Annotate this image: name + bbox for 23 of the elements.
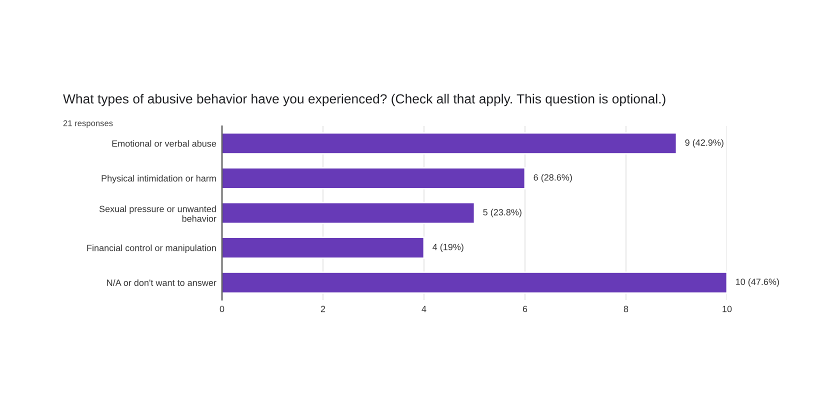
- y-tick-label: Emotional or verbal abuse: [112, 140, 216, 147]
- x-tick-label: 2: [320, 306, 326, 312]
- y-tick-label: Sexual pressure or unwanted behavior: [99, 206, 216, 222]
- bar: [222, 202, 476, 224]
- data-label: 10 (47.6%): [736, 278, 779, 287]
- x-tick-label: 0: [220, 306, 224, 312]
- bar: [222, 167, 526, 190]
- data-label: 4 (19%): [432, 244, 464, 252]
- x-tick-label: 4: [422, 306, 426, 312]
- data-label: 9 (42.9%): [685, 139, 724, 148]
- text: 21 responses: [63, 120, 113, 128]
- chart-title: What types of abusive behavior have you experienced? (Check all that apply. This question is optional.): [63, 94, 666, 106]
- y-tick-label: Physical intimidation or harm: [102, 174, 216, 184]
- x-tick-label: 8: [624, 306, 628, 312]
- x-tick-label: 6: [522, 306, 528, 312]
- data-label: 6 (28.6%): [534, 174, 572, 182]
- bar: [222, 271, 727, 294]
- bar: [222, 132, 678, 155]
- bar: [222, 236, 425, 259]
- x-tick-label: 10: [722, 306, 732, 312]
- y-tick-label: N/A or don't want to answer: [107, 279, 216, 286]
- y-tick-label: Financial control or manipulation: [87, 244, 216, 253]
- data-label: 5 (23.8%): [483, 208, 522, 218]
